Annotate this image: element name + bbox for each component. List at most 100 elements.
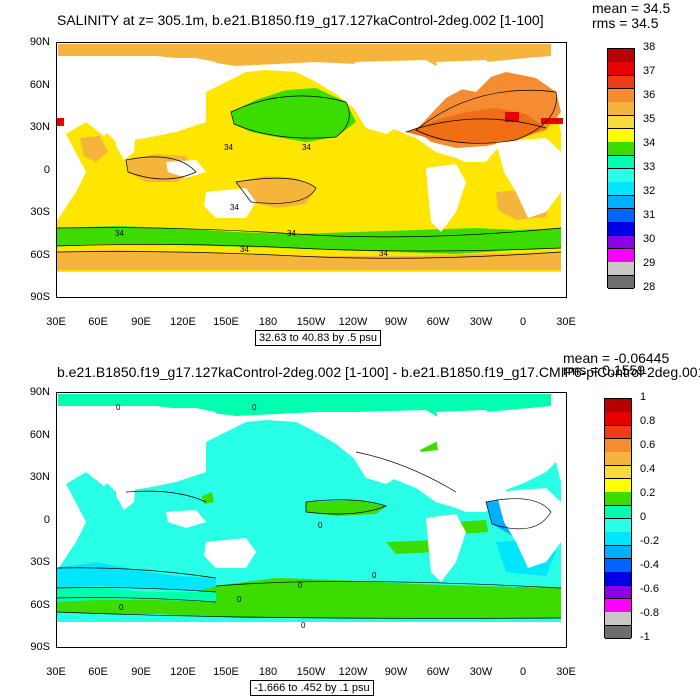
lon-label: 30E	[46, 316, 66, 328]
contour-label: 0	[119, 603, 124, 612]
colorbar-segment	[605, 585, 631, 600]
colorbar-tick-label: 0	[640, 511, 647, 523]
colorbar-segment	[608, 102, 634, 117]
contour-label: 34	[240, 245, 249, 254]
lat-label: 60S	[30, 599, 50, 611]
colorbar-segment	[608, 129, 634, 143]
lon-label: 120W	[338, 666, 368, 678]
colorbar-tick-label: -0.8	[640, 607, 659, 619]
contour-label: 34	[379, 249, 388, 258]
contour-label: 0	[237, 595, 242, 604]
lon-label: 180	[258, 316, 278, 328]
colorbar-segment	[605, 559, 631, 573]
lon-label: 60W	[426, 666, 450, 678]
lat-label: 90S	[30, 641, 50, 653]
colorbar-tick-label: 29	[643, 257, 656, 269]
colorbar-segment	[605, 545, 631, 560]
colorbar-segment	[608, 89, 634, 103]
lon-label: 90W	[384, 316, 408, 328]
lon-label: 90E	[131, 666, 151, 678]
colorbar-segment	[608, 249, 634, 263]
colorbar-segment	[608, 49, 634, 63]
colorbar-segment	[605, 612, 631, 627]
colorbar-tick-label: -0.6	[640, 583, 659, 595]
colorbar-segment	[608, 209, 634, 223]
colorbar	[604, 398, 632, 640]
colorbar-tick-label: 0.6	[640, 439, 656, 451]
colorbar-segment	[605, 439, 631, 453]
colorbar-segment	[605, 625, 631, 640]
colorbar-segment	[608, 275, 634, 290]
lat-label: 90N	[29, 36, 50, 48]
colorbar-segment	[608, 155, 634, 170]
lon-label: 180	[258, 666, 278, 678]
rms-value: rms = 34.5	[592, 15, 659, 31]
rms-value: rms = 0.1559	[563, 362, 646, 378]
colorbar-tick-label: 30	[643, 233, 656, 245]
contour-label: 34	[287, 229, 296, 238]
contour-range-label: -1.666 to .452 by .1 psu	[250, 680, 374, 696]
lat-label: 30S	[30, 556, 50, 568]
lon-label: 0	[519, 666, 527, 678]
lat-label: 30N	[29, 471, 50, 483]
lon-label: 0	[519, 316, 527, 328]
lon-label: 150W	[296, 666, 326, 678]
colorbar-segment	[608, 75, 634, 90]
colorbar-tick-label: 37	[643, 65, 656, 77]
colorbar-segment	[605, 599, 631, 613]
colorbar-segment	[605, 505, 631, 520]
contour-label: 34	[224, 143, 233, 152]
lon-label: 30E	[46, 666, 66, 678]
colorbar-tick-label: 35	[643, 113, 656, 125]
colorbar-tick-label: 0.4	[640, 463, 656, 475]
colorbar-segment	[605, 519, 631, 533]
contour-labels: 0 0 0 0 0 0 0 0	[116, 403, 377, 630]
mean-value: mean = -0.06445	[563, 350, 670, 366]
colorbar-tick-label: 36	[643, 89, 656, 101]
colorbar-segment	[605, 412, 631, 427]
colorbar-tick-label: -0.4	[640, 559, 659, 571]
lat-label: 30S	[30, 206, 50, 218]
colorbar-segment	[605, 479, 631, 493]
lon-label: 120W	[338, 316, 368, 328]
colorbar-segment	[605, 425, 631, 440]
salinity-difference-map-panel: b.e21.B1850.f19_g17.127kaControl-2deg.00…	[0, 350, 700, 700]
contour-label: 0	[301, 621, 306, 630]
lat-label: 90S	[30, 291, 50, 303]
colorbar-tick-label: 38	[643, 41, 656, 53]
map-plot: 0 0 0 0 0 0 0 0	[56, 392, 567, 648]
colorbar-tick-label: -1	[640, 631, 650, 643]
lon-label: 150E	[213, 316, 239, 328]
lat-label: 90N	[29, 386, 50, 398]
contour-label: 34	[302, 143, 311, 152]
colorbar-segment	[605, 465, 631, 480]
colorbar-segment	[608, 195, 634, 210]
lat-label: 60S	[30, 249, 50, 261]
contour-range-label: 32.63 to 40.83 by .5 psu	[255, 330, 382, 346]
colorbar-segment	[608, 222, 634, 237]
colorbar-segment	[608, 235, 634, 250]
lon-label: 30E	[556, 666, 576, 678]
colorbar-segment	[608, 169, 634, 183]
contour-labels: 34 34 34 34 34 34 34	[115, 143, 388, 258]
colorbar-segment	[608, 182, 634, 197]
contour-label: 0	[318, 521, 323, 530]
contour-label: 0	[252, 403, 257, 412]
colorbar-segment	[605, 492, 631, 507]
lat-label: 60N	[29, 79, 50, 91]
colorbar-tick-label: 33	[643, 161, 656, 173]
contour-label: 34	[115, 229, 124, 238]
colorbar-tick-label: 34	[643, 137, 656, 149]
mean-value: mean = 34.5	[592, 0, 671, 16]
map-title: SALINITY at z= 305.1m, b.e21.B1850.f19_g…	[57, 12, 544, 28]
lon-label: 30W	[469, 316, 493, 328]
lat-label: 60N	[29, 429, 50, 441]
lon-label: 150E	[213, 666, 239, 678]
colorbar-tick-label: 32	[643, 185, 656, 197]
colorbar-segment	[605, 572, 631, 587]
colorbar-segment	[608, 115, 634, 130]
colorbar-segment	[605, 532, 631, 547]
colorbar-tick-label: 0.2	[640, 487, 656, 499]
colorbar-tick-label: 31	[643, 209, 656, 221]
lon-label: 60E	[88, 316, 108, 328]
